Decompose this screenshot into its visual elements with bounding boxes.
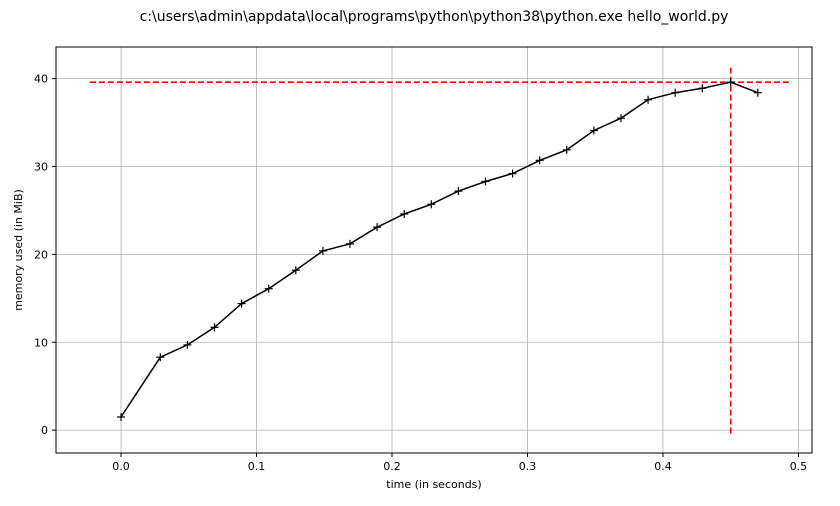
data-point-marker bbox=[427, 200, 436, 209]
data-point-marker bbox=[698, 84, 707, 93]
data-point-marker bbox=[183, 340, 192, 349]
y-tick-label: 40 bbox=[34, 73, 48, 86]
x-tick-label: 0.3 bbox=[519, 460, 537, 473]
data-point-marker bbox=[346, 239, 354, 248]
data-point-marker bbox=[616, 114, 625, 123]
y-tick-label: 10 bbox=[34, 336, 48, 349]
data-point-marker bbox=[671, 88, 680, 97]
data-point-marker bbox=[400, 209, 409, 218]
data-point-marker bbox=[508, 169, 517, 178]
x-tick-label: 0.1 bbox=[248, 460, 266, 473]
x-axis: 0.0 0.1 0.2 0.3 0.4 0.5 bbox=[112, 453, 807, 473]
data-point-marker bbox=[291, 266, 300, 275]
data-point-marker bbox=[117, 412, 126, 421]
data-point-marker bbox=[535, 156, 544, 165]
y-tick-label: 0 bbox=[41, 424, 48, 437]
plot-frame bbox=[55, 46, 813, 454]
series-layer bbox=[117, 78, 762, 421]
chart-title: c:\users\admin\appdata\local\programs\py… bbox=[140, 9, 729, 25]
x-tick-label: 0.4 bbox=[654, 460, 672, 473]
y-tick-label: 30 bbox=[34, 161, 48, 174]
data-point-marker bbox=[753, 88, 762, 97]
y-tick-label: 20 bbox=[34, 248, 48, 261]
data-point-marker bbox=[210, 323, 219, 332]
y-axis: 0 10 20 30 40 bbox=[34, 73, 56, 437]
grid bbox=[56, 47, 812, 453]
memory-line bbox=[120, 81, 759, 418]
data-point-marker bbox=[373, 223, 382, 232]
x-tick-label: 0.5 bbox=[790, 460, 808, 473]
data-point-marker bbox=[264, 284, 273, 293]
data-point-marker bbox=[454, 187, 463, 196]
data-point-marker bbox=[726, 78, 735, 87]
peak-markers bbox=[89, 65, 789, 434]
data-point-marker bbox=[318, 246, 327, 255]
data-point-marker bbox=[562, 145, 571, 154]
data-point-marker bbox=[481, 177, 490, 186]
data-point-marker bbox=[156, 353, 165, 362]
data-point-marker bbox=[644, 95, 653, 104]
x-axis-label: time (in seconds) bbox=[386, 478, 481, 491]
data-point-marker bbox=[237, 299, 246, 308]
y-axis-label: memory used (in MiB) bbox=[12, 189, 25, 311]
data-point-marker bbox=[589, 126, 598, 135]
x-tick-label: 0.0 bbox=[112, 460, 130, 473]
x-tick-label: 0.2 bbox=[383, 460, 401, 473]
